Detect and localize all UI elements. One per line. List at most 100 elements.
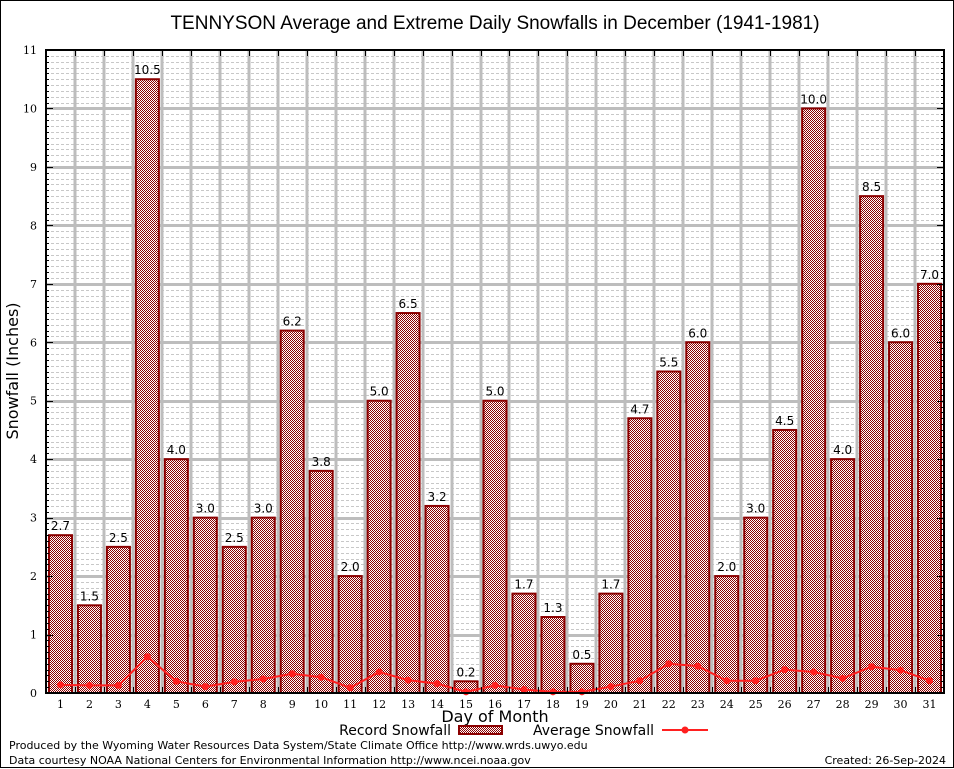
- bar-record-day-14: [424, 504, 450, 695]
- average-point-day-29: [868, 663, 876, 671]
- bar-record-day-16: [482, 399, 508, 694]
- average-point-day-18: [549, 688, 557, 696]
- bar-value-label: 2.7: [51, 519, 70, 533]
- x-tick-label: 16: [488, 698, 502, 711]
- bar-value-label: 6.5: [399, 297, 418, 311]
- x-tick-label: 14: [430, 698, 444, 711]
- bar-value-label: 0.2: [456, 665, 475, 679]
- bar-record-day-9: [279, 329, 305, 694]
- average-point-day-21: [636, 677, 644, 685]
- bar-value-label: 1.7: [601, 578, 620, 592]
- x-tick-label: 4: [144, 698, 151, 711]
- x-tick-label: 3: [115, 698, 122, 711]
- bar-value-label: 4.0: [167, 443, 186, 457]
- y-tick-label: 7: [30, 278, 37, 291]
- bar-record-day-27: [801, 107, 827, 695]
- x-tick-label: 6: [202, 698, 209, 711]
- average-point-day-26: [781, 666, 789, 674]
- bar-record-day-10: [308, 469, 334, 695]
- x-tick-label: 28: [836, 698, 850, 711]
- bar-value-label: 4.0: [833, 443, 852, 457]
- average-point-day-10: [317, 673, 325, 681]
- average-point-day-9: [288, 670, 296, 678]
- axes: [45, 49, 945, 694]
- average-point-day-19: [578, 688, 586, 696]
- x-tick-label: 24: [720, 698, 734, 711]
- bar-value-label: 3.0: [196, 502, 215, 516]
- bar-value-label: 10.0: [800, 92, 827, 106]
- average-point-day-4: [143, 653, 151, 661]
- bar-record-day-13: [395, 312, 421, 694]
- bar-record-day-18: [540, 616, 566, 694]
- y-tick-label: 8: [30, 219, 37, 232]
- average-point-day-6: [201, 683, 209, 691]
- bar-record-day-24: [714, 575, 740, 694]
- x-tick-label: 7: [231, 698, 238, 711]
- bar-value-label: 5.5: [659, 356, 678, 370]
- average-point-day-24: [723, 677, 731, 685]
- y-tick-label: 3: [30, 512, 37, 525]
- bar-record-day-25: [743, 516, 769, 694]
- x-tick-label: 30: [894, 698, 908, 711]
- bar-value-label: 2.5: [225, 531, 244, 545]
- x-tick-label: 17: [517, 698, 531, 711]
- x-tick-label: 21: [633, 698, 647, 711]
- y-tick-label: 0: [30, 687, 37, 700]
- y-tick-label: 6: [30, 336, 37, 349]
- bar-value-label: 5.0: [370, 385, 389, 399]
- legend: Record Snowfall Average Snowfall: [339, 723, 708, 739]
- x-tick-label: 10: [314, 698, 328, 711]
- bar-record-day-20: [598, 592, 624, 694]
- bar-record-day-6: [192, 516, 218, 694]
- legend-label-record: Record Snowfall: [339, 723, 451, 739]
- plot-border: [45, 49, 945, 694]
- bar-value-label: 1.5: [80, 589, 99, 603]
- bar-labels: 2.7 1.5 2.5 10.5 4.0 3.0 2.5 3.0 6.2 3.8 2.0 5.0 6.5…: [51, 63, 939, 679]
- average-point-day-31: [926, 677, 934, 685]
- average-point-day-3: [114, 681, 122, 689]
- average-point-day-30: [897, 666, 905, 674]
- bar-value-label: 8.5: [862, 180, 881, 194]
- average-point-day-11: [346, 684, 354, 692]
- bar-value-label: 10.5: [134, 63, 161, 77]
- x-tick-label: 13: [401, 698, 415, 711]
- average-point-day-17: [520, 685, 528, 693]
- x-tick-label: 12: [372, 698, 386, 711]
- x-tick-label: 19: [575, 698, 589, 711]
- legend-swatch-record: [458, 725, 503, 735]
- x-tick-label: 1: [57, 698, 64, 711]
- average-point-day-5: [172, 677, 180, 685]
- y-tick-label: 11: [23, 44, 37, 57]
- bar-value-label: 2.5: [109, 531, 128, 545]
- average-point-day-15: [462, 688, 470, 696]
- bar-value-label: 1.7: [514, 578, 533, 592]
- average-point-day-22: [665, 660, 673, 668]
- bar-value-label: 0.5: [572, 648, 591, 662]
- average-point-day-23: [694, 662, 702, 670]
- chart-title: TENNYSON Average and Extreme Daily Snowf…: [170, 13, 819, 34]
- x-tick-label: 11: [343, 698, 357, 711]
- y-axis-label: Snowfall (Inches): [3, 302, 22, 439]
- x-tick-label: 26: [778, 698, 792, 711]
- average-point-day-12: [375, 668, 383, 676]
- average-point-day-20: [607, 683, 615, 691]
- bar-value-label: 2.0: [341, 560, 360, 574]
- bar-value-label: 4.5: [775, 414, 794, 428]
- legend-label-average: Average Snowfall: [533, 723, 654, 739]
- bar-record-day-12: [366, 399, 392, 694]
- bar-value-label: 6.2: [283, 315, 302, 329]
- average-point-day-2: [85, 681, 93, 689]
- bar-record-day-26: [772, 428, 798, 694]
- bar-record-day-30: [888, 341, 914, 694]
- bar-record-day-1: [47, 534, 73, 694]
- x-axis-label: Day of Month: [441, 707, 548, 726]
- average-point-day-16: [491, 681, 499, 689]
- bar-record-day-17: [511, 592, 537, 694]
- average-point-day-8: [259, 675, 267, 683]
- x-tick-label: 15: [459, 698, 473, 711]
- bar-value-label: 5.0: [485, 385, 504, 399]
- bar-record-day-3: [105, 545, 131, 695]
- bar-record-day-21: [627, 417, 653, 694]
- footer-created-date: Created: 26-Sep-2024: [825, 754, 946, 767]
